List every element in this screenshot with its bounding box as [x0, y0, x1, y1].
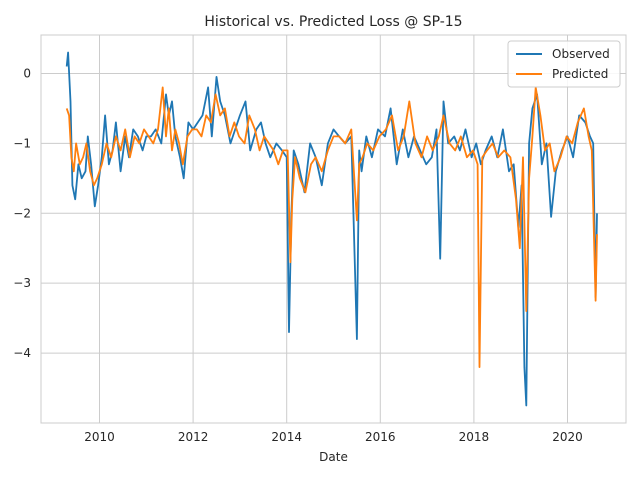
legend-box	[507, 40, 621, 88]
x-tick-label: 2018	[459, 430, 490, 444]
y-axis-ticks: 0 −1 −2 −3 −4	[13, 66, 31, 360]
legend-label-predicted: Predicted	[552, 67, 608, 81]
legend: Observed Predicted	[507, 40, 621, 88]
x-tick-label: 2016	[365, 430, 396, 444]
x-tick-label: 2012	[178, 430, 209, 444]
plot-area	[40, 34, 627, 424]
x-axis-ticks: 2010 2012 2014 2016 2018 2020	[84, 430, 583, 444]
y-tick-label: −3	[13, 276, 31, 290]
series-layer	[65, 51, 598, 407]
y-tick-label: 0	[23, 66, 31, 80]
chart-title: Historical vs. Predicted Loss @ SP-15	[204, 14, 462, 30]
x-tick-label: 2014	[271, 430, 302, 444]
y-tick-label: −4	[13, 346, 31, 360]
y-tick-label: −1	[13, 136, 31, 150]
y-tick-label: −2	[13, 206, 31, 220]
x-axis-label: Date	[319, 450, 348, 464]
legend-label-observed: Observed	[552, 47, 610, 61]
x-tick-label: 2010	[84, 430, 115, 444]
x-tick-label: 2020	[552, 430, 583, 444]
series-line-predicted	[65, 86, 598, 369]
